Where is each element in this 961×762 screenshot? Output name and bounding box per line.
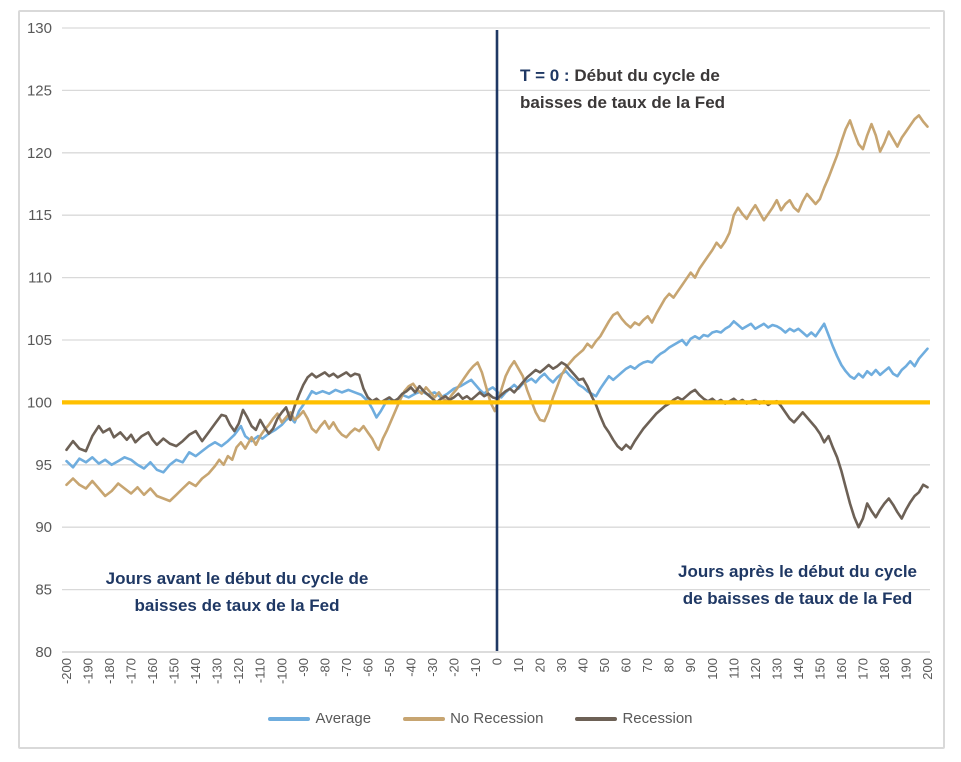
series-line-no-recession	[65, 114, 929, 503]
x-tick-label: 110	[726, 658, 741, 679]
legend-item-average[interactable]: Average	[268, 710, 371, 727]
x-tick-label: -80	[317, 658, 332, 677]
x-tick-label: -110	[253, 658, 268, 683]
x-tick-label: 60	[619, 658, 634, 672]
legend-swatch-average-icon	[268, 716, 311, 721]
x-tick-label: 30	[554, 658, 569, 672]
x-tick-label: 200	[920, 658, 935, 680]
annotation-t0-line1: T = 0 : Début du cycle de	[520, 62, 725, 89]
x-tick-label: 120	[748, 658, 763, 680]
x-tick-label: -130	[210, 658, 225, 684]
y-tick-label: 130	[27, 20, 52, 37]
x-tick-label: 130	[769, 658, 784, 680]
x-tick-label: -190	[81, 658, 96, 684]
x-tick-label: -50	[382, 658, 397, 677]
annotation-after-line1: Jours après le début du cycle	[677, 562, 918, 581]
legend-item-recession[interactable]: Recession	[575, 710, 693, 727]
series-line-average	[65, 319, 929, 474]
x-tick-label: 90	[683, 658, 698, 672]
x-tick-label: 180	[877, 658, 892, 680]
y-tick-label: 115	[28, 207, 52, 224]
annotation-t0-line2: baisses de taux de la Fed	[520, 93, 726, 112]
x-tick-label: 150	[812, 658, 827, 680]
x-tick-label: -100	[274, 658, 289, 684]
x-tick-label: -170	[124, 658, 139, 684]
annotation-t0-rest: Début du cycle de	[569, 66, 720, 85]
y-tick-label: 90	[35, 519, 52, 536]
x-tick-label: -40	[403, 658, 418, 677]
x-tick-label: 0	[490, 658, 505, 665]
y-tick-label: 95	[35, 457, 52, 474]
x-tick-label: 140	[791, 658, 806, 680]
annotation-t0-prefix: T = 0 :	[520, 66, 570, 85]
x-tick-label: 70	[640, 658, 655, 672]
x-tick-label: -150	[167, 658, 182, 684]
legend-label-recession: Recession	[622, 710, 693, 727]
annotation-before-line1: Jours avant le début du cycle de	[105, 569, 369, 588]
legend-swatch-recession-icon	[575, 716, 618, 721]
chart-legend: Average No Recession Recession	[0, 710, 961, 727]
y-tick-label: 85	[35, 582, 52, 599]
legend-label-average: Average	[315, 710, 372, 727]
annotation-before-line2: baisses de taux de la Fed	[134, 596, 340, 615]
x-tick-label: -120	[231, 658, 246, 684]
x-tick-label: 40	[576, 658, 591, 672]
x-tick-label: 80	[662, 658, 677, 672]
y-tick-label: 80	[35, 644, 52, 661]
x-tick-label: 20	[533, 658, 548, 672]
x-tick-label: 50	[597, 658, 612, 672]
x-tick-label: -90	[296, 658, 311, 677]
x-tick-label: -30	[425, 658, 440, 677]
y-tick-label: 110	[28, 270, 52, 287]
x-tick-label: -140	[188, 658, 203, 684]
annotation-before: Jours avant le début du cycle de baisses…	[82, 565, 392, 619]
legend-label-no-recession: No Recession	[450, 710, 544, 727]
annotation-t0: T = 0 : Début du cycle de baisses de tau…	[520, 62, 725, 116]
x-tick-label: -70	[339, 658, 354, 677]
x-tick-label: 190	[898, 658, 913, 680]
x-tick-label: 10	[511, 658, 526, 672]
legend-item-no-recession[interactable]: No Recession	[403, 710, 543, 727]
y-tick-label: 125	[27, 82, 52, 99]
x-tick-label: 160	[834, 658, 849, 680]
annotation-after-line2: de baisses de taux de la Fed	[682, 589, 913, 608]
y-tick-label: 120	[27, 145, 52, 162]
y-tick-label: 100	[27, 394, 52, 411]
x-tick-label: -60	[360, 658, 375, 677]
x-tick-label: 170	[855, 658, 870, 680]
x-tick-label: -180	[102, 658, 117, 684]
legend-swatch-no-recession-icon	[403, 716, 446, 721]
x-tick-label: -20	[446, 658, 461, 677]
annotation-after: Jours après le début du cycle de baisses…	[655, 558, 940, 612]
chart-frame	[18, 10, 945, 749]
x-tick-label: -10	[468, 658, 483, 677]
x-tick-label: -200	[59, 658, 74, 684]
y-tick-label: 105	[27, 332, 52, 349]
x-tick-label: -160	[145, 658, 160, 684]
x-tick-label: 100	[705, 658, 720, 680]
series-line-recession	[65, 361, 929, 529]
